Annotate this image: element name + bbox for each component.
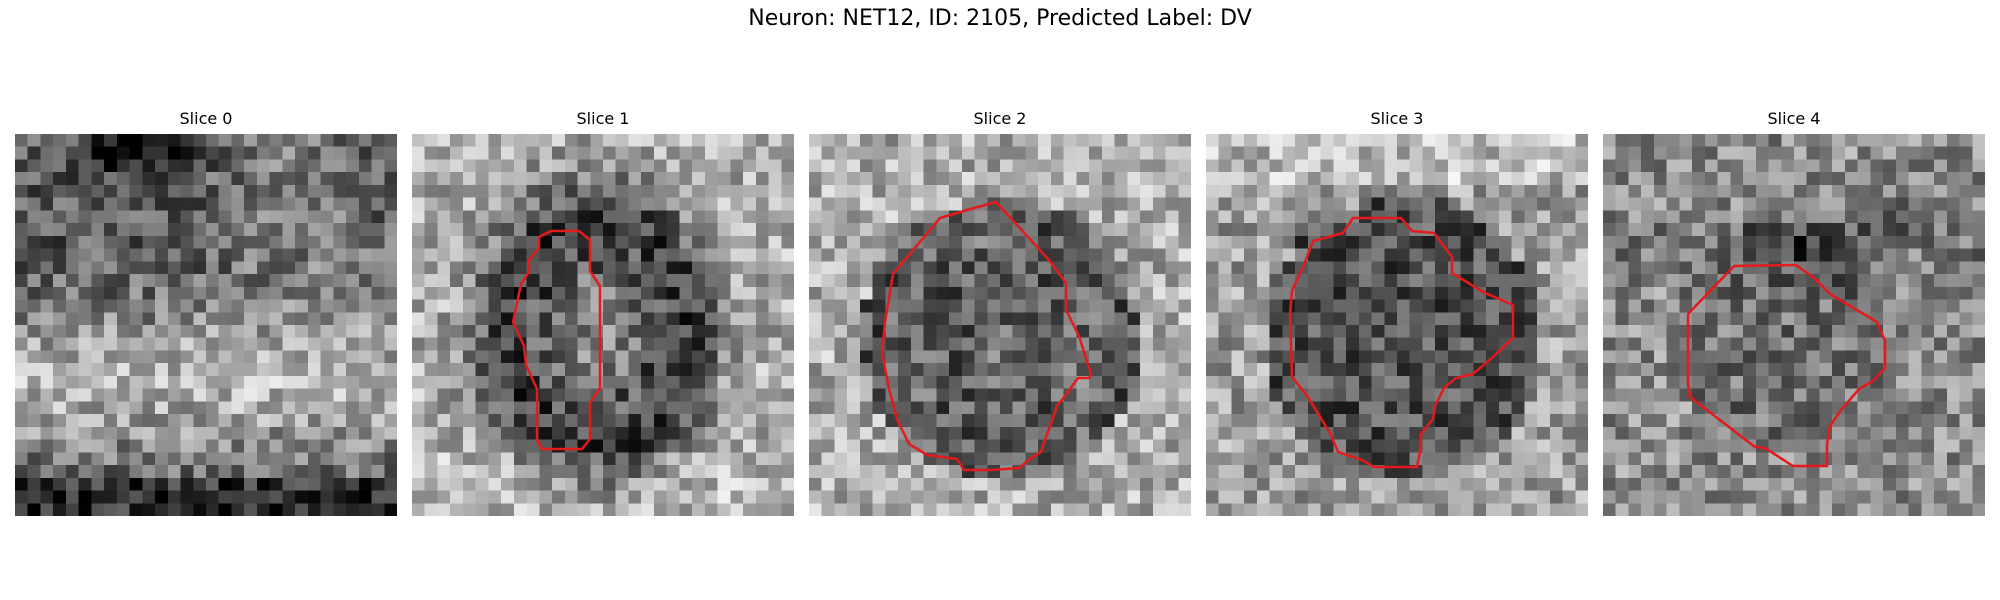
- slice-title: Slice 1: [576, 109, 630, 128]
- neuron-contour-4: [1686, 263, 1887, 468]
- slice-image-3: [1206, 134, 1588, 516]
- slice-title: Slice 0: [179, 109, 233, 128]
- neuron-contour-2: [880, 200, 1093, 472]
- slice-image-1: [412, 134, 794, 516]
- slice-panel-2: Slice 2: [809, 108, 1191, 516]
- slice-panel-1: Slice 1: [412, 108, 794, 516]
- slice-panel-0: Slice 0: [15, 108, 397, 516]
- slice-image-4: [1603, 134, 1985, 516]
- slice-title: Slice 2: [973, 109, 1027, 128]
- grayscale-image: [1206, 134, 1588, 516]
- grayscale-image: [412, 134, 794, 516]
- grayscale-image: [1603, 134, 1985, 516]
- neuron-contour-3: [1288, 216, 1515, 469]
- slice-panel-3: Slice 3: [1206, 108, 1588, 516]
- neuron-contour-1: [511, 229, 602, 451]
- slice-image-0: [15, 134, 397, 516]
- grayscale-image: [15, 134, 397, 516]
- slice-image-2: [809, 134, 1191, 516]
- slice-title: Slice 4: [1767, 109, 1821, 128]
- grayscale-image: [809, 134, 1191, 516]
- figure-title: Neuron: NET12, ID: 2105, Predicted Label…: [748, 6, 1252, 31]
- slice-title: Slice 3: [1370, 109, 1424, 128]
- slice-panel-4: Slice 4: [1603, 108, 1985, 516]
